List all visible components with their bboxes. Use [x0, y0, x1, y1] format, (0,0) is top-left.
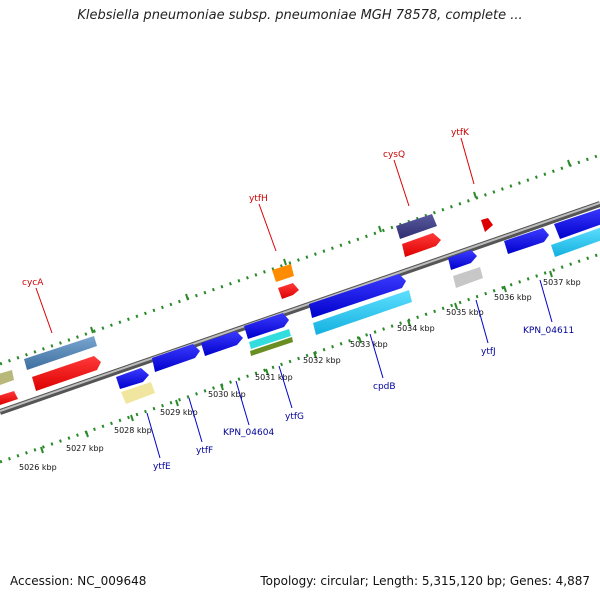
gene-label-cycA[interactable]: cycA	[22, 278, 44, 288]
gene-ytfK[interactable]	[481, 218, 493, 232]
tick-mark	[90, 326, 94, 334]
gene-label-ytfJ[interactable]: ytfJ	[481, 347, 496, 357]
gene-KPN_04611-annotation[interactable]	[551, 226, 600, 257]
gene-cysQ[interactable]	[402, 233, 441, 257]
gene-label-KPN_04611[interactable]: KPN_04611	[523, 326, 574, 336]
scale-label: 5034 kbp	[397, 324, 435, 333]
gene-ytfH-annotation[interactable]	[272, 264, 294, 282]
tick-mark	[567, 159, 571, 167]
tick-mark	[454, 302, 458, 310]
gene-label-cysQ[interactable]: cysQ	[383, 150, 405, 160]
scale-label: 5031 kbp	[255, 373, 293, 382]
scale-label: 5037 kbp	[543, 278, 581, 287]
gene-feature[interactable]	[0, 370, 14, 386]
features-inner[interactable]	[116, 226, 600, 404]
gene-feature[interactable]	[504, 228, 549, 254]
tick-mark	[378, 225, 382, 233]
gene-feature[interactable]	[309, 274, 406, 318]
features-outer[interactable]	[0, 207, 600, 405]
scale-label: 5035 kbp	[446, 308, 484, 317]
tick-mark	[549, 270, 553, 278]
scale-label: 5026 kbp	[19, 463, 57, 472]
tick-mark	[175, 399, 179, 407]
gene-label-ytfH[interactable]: ytfH	[249, 194, 268, 204]
tick-mark	[313, 351, 317, 359]
label-leaders	[35, 137, 553, 459]
gene-cysQ-annotation[interactable]	[396, 214, 437, 239]
scale-label: 5030 kbp	[208, 390, 246, 399]
inner-tick-track	[0, 252, 600, 464]
tick-mark	[220, 383, 224, 391]
gene-label-ytfE[interactable]: ytfE	[153, 462, 171, 472]
gene-ytfG-annotation[interactable]	[249, 329, 291, 349]
gene-ytfG[interactable]	[244, 313, 289, 339]
scale-label: 5036 kbp	[494, 293, 532, 302]
gene-label-ytfK[interactable]: ytfK	[451, 128, 470, 138]
scale-label: 5033 kbp	[350, 340, 388, 349]
gene-ytfE-annotation[interactable]	[121, 382, 155, 404]
scale-labels: 5026 kbp 5027 kbp 5028 kbp 5029 kbp 5030…	[19, 278, 581, 472]
accession-text: Accession: NC_009648	[10, 574, 147, 588]
map-title: Klebsiella pneumoniae subsp. pneumoniae …	[77, 8, 523, 23]
gene-label-KPN_04604[interactable]: KPN_04604	[223, 428, 274, 438]
gene-ytfH[interactable]	[278, 283, 299, 299]
gene-ytfE[interactable]	[116, 368, 149, 389]
gene-ytfJ-annotation[interactable]	[453, 267, 483, 288]
outer-tick-track	[0, 153, 600, 366]
gene-ytfG-annotation-2[interactable]	[250, 337, 293, 356]
gene-ytfF[interactable]	[152, 344, 200, 372]
gene-ytfJ[interactable]	[448, 250, 477, 270]
genome-summary-text: Topology: circular; Length: 5,315,120 bp…	[260, 574, 590, 588]
tick-mark	[265, 368, 269, 376]
gene-labels: cycA ytfH cysQ ytfK ytfE ytfF KPN_04604 …	[22, 128, 574, 472]
gene-feature[interactable]	[554, 207, 600, 239]
tick-mark	[503, 285, 507, 293]
tick-mark	[130, 414, 134, 422]
gene-cycA[interactable]	[32, 356, 101, 391]
tick-mark	[185, 293, 189, 301]
gene-label-ytfG[interactable]: ytfG	[285, 412, 304, 422]
tick-mark	[473, 191, 477, 199]
tick-mark	[40, 446, 44, 454]
scale-label: 5029 kbp	[160, 408, 198, 417]
genome-backbone	[0, 201, 600, 415]
gene-label-ytfF[interactable]: ytfF	[196, 446, 213, 456]
gene-label-cpdB[interactable]: cpdB	[373, 382, 396, 392]
tick-mark	[85, 430, 89, 438]
scale-label: 5027 kbp	[66, 444, 104, 453]
tick-mark	[358, 336, 362, 344]
gene-feature[interactable]	[0, 391, 18, 405]
gene-KPN_04604[interactable]	[201, 331, 243, 356]
tick-mark	[407, 319, 411, 327]
gene-cpdB-annotation[interactable]	[313, 290, 412, 335]
scale-label: 5028 kbp	[114, 426, 152, 435]
tick-mark	[283, 258, 287, 266]
scale-label: 5032 kbp	[303, 356, 341, 365]
gene-cycA-annotation[interactable]	[24, 336, 97, 370]
